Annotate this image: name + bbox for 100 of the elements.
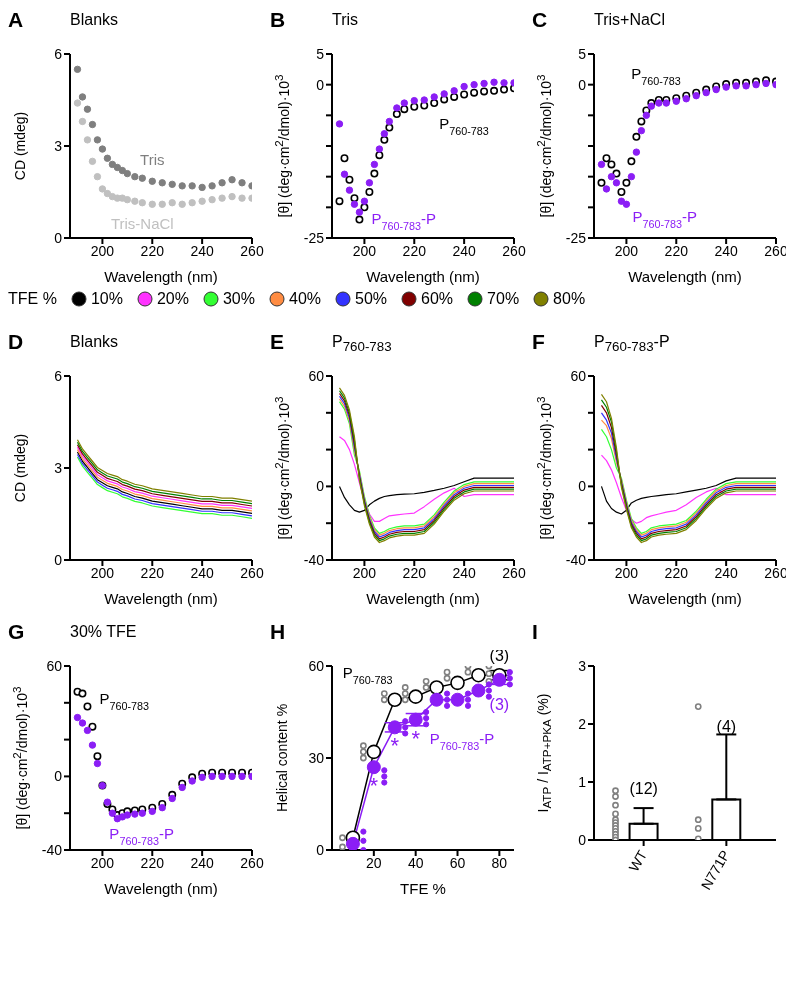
chart-title: Tris+NaCl [594, 11, 665, 29]
x-tick-label: 220 [402, 242, 427, 259]
x-tick-label: 200 [90, 564, 115, 581]
text: A [8, 8, 24, 32]
x-tick-label: 220 [140, 564, 165, 581]
x-axis-title: Wavelength (nm) [365, 590, 481, 607]
y-tick-label: 6 [54, 45, 63, 62]
x-tick-label: 60 [449, 854, 466, 871]
x-tick-label: 220 [664, 242, 689, 259]
y-tick-label: 60 [570, 367, 587, 384]
text: F [532, 330, 545, 354]
series-label: P$_{760-783}$-P [632, 208, 698, 231]
x-tick-label: 240 [452, 564, 477, 581]
y-axis-title: Helical content % [274, 703, 290, 813]
y-tick-label: 60 [46, 657, 63, 674]
y-tick-label: -40 [41, 841, 63, 858]
x-tick-label: 20 [366, 854, 382, 871]
x-tick-label: 240 [190, 854, 215, 871]
y-tick-label: 0 [316, 841, 325, 858]
x-tick-label: WT [625, 847, 651, 875]
x-axis-title: Wavelength (nm) [627, 268, 743, 285]
annotation: (4) [716, 718, 737, 736]
x-tick-label: 200 [352, 242, 377, 259]
annotation: (3) [489, 695, 510, 713]
legend-label: 50% [355, 290, 388, 308]
x-axis-title: Wavelength (nm) [103, 590, 219, 607]
y-tick-label: 0 [578, 76, 587, 93]
annotation: * [411, 725, 421, 751]
x-tick-label: 240 [190, 564, 215, 581]
legend-label: 10% [90, 290, 123, 308]
y-tick-label: 0 [54, 551, 63, 568]
text: G [8, 620, 25, 644]
series-label: P$_{760-783}$ [342, 663, 393, 686]
y-tick-label: 0 [54, 229, 63, 246]
legend-label: 80% [553, 290, 586, 308]
y-tick-label: 2 [578, 715, 587, 732]
chart-title: Tris [332, 11, 359, 29]
y-axis-title: CD (mdeg) [12, 433, 28, 503]
annotation: * [369, 773, 379, 799]
y-tick-label: 0 [54, 768, 63, 785]
y-tick-label: -25 [565, 229, 587, 246]
series-label: P$_{760-783}$-P [109, 824, 175, 847]
y-tick-label: 6 [54, 367, 63, 384]
legend-label: 40% [288, 290, 322, 308]
x-tick-label: 260 [502, 242, 526, 259]
y-tick-label: 0 [578, 478, 587, 495]
annotation: * [390, 733, 400, 759]
series-label: P$_{760-783}$ [99, 690, 150, 713]
legend-label: 60% [421, 290, 454, 308]
x-tick-label: 260 [240, 564, 264, 581]
legend-title: TFE % [8, 290, 57, 308]
y-tick-label: 3 [578, 657, 587, 674]
x-tick-label: 200 [90, 242, 115, 259]
y-tick-label: -40 [303, 551, 325, 568]
series-label: P$_{760-783}$-P [429, 729, 495, 752]
x-axis-title: Wavelength (nm) [627, 590, 743, 607]
x-tick-label: 220 [664, 564, 689, 581]
x-axis-title: Wavelength (nm) [103, 268, 219, 285]
series-label: P$_{760-783}$-P [371, 210, 437, 233]
series-label: Tris-NaCl [110, 214, 174, 232]
y-tick-label: 60 [308, 367, 325, 384]
x-tick-label: 240 [452, 242, 477, 259]
x-tick-label: 240 [714, 564, 739, 581]
x-tick-label: 200 [90, 854, 115, 871]
x-tick-label: 200 [352, 564, 377, 581]
legend-label: 70% [487, 290, 520, 308]
x-axis-title: TFE % [399, 880, 447, 897]
x-tick-label: 260 [240, 242, 264, 259]
x-tick-label: 260 [502, 564, 526, 581]
x-axis-title: Wavelength (nm) [365, 268, 481, 285]
annotation: (12) [629, 779, 658, 797]
y-tick-label: 0 [578, 831, 587, 848]
y-tick-label: 5 [578, 45, 587, 62]
text: E [270, 330, 285, 354]
x-tick-label: 240 [190, 242, 215, 259]
chart-title: Blanks [70, 333, 119, 351]
x-tick-label: 240 [714, 242, 739, 259]
text: C [532, 8, 548, 32]
text: B [270, 8, 286, 32]
x-tick-label: 80 [491, 854, 508, 871]
y-tick-label: 5 [316, 45, 325, 62]
y-tick-label: 0 [316, 76, 325, 93]
legend-label: 30% [222, 290, 255, 308]
series-label: P$_{760-783}$ [439, 115, 489, 138]
text: H [270, 620, 286, 644]
legend-label: 20% [156, 290, 189, 308]
x-tick-label: 200 [614, 242, 639, 259]
y-tick-label: 30 [308, 749, 325, 766]
chart-title: Blanks [70, 11, 119, 29]
series-label: P$_{760-783}$ [631, 64, 681, 87]
chart-title: P$_{760-783}$ [332, 333, 392, 355]
text: (3) [489, 647, 510, 665]
x-axis-title: Wavelength (nm) [103, 880, 219, 897]
x-tick-label: 220 [402, 564, 427, 581]
y-tick-label: 3 [54, 459, 63, 476]
y-tick-label: -40 [565, 551, 587, 568]
x-tick-label: 220 [140, 854, 165, 871]
y-tick-label: 0 [316, 478, 325, 495]
y-tick-label: -25 [303, 229, 325, 246]
y-tick-label: 60 [308, 657, 325, 674]
